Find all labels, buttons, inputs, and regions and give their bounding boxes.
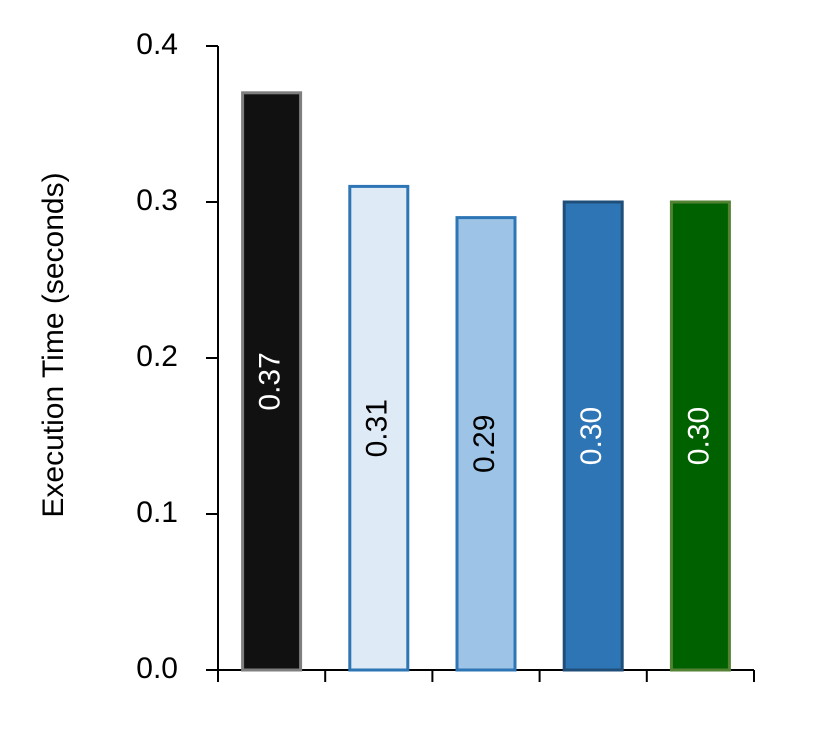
bar xyxy=(669,200,731,672)
bar xyxy=(562,200,624,672)
y-tick-label: 0.2 xyxy=(136,340,178,373)
bar xyxy=(348,184,410,672)
y-tick-label: 0.3 xyxy=(136,184,178,217)
bar xyxy=(241,91,303,672)
value-label: 0.31 xyxy=(361,399,394,457)
value-label: 0.30 xyxy=(575,407,608,465)
y-axis-label: Execution Time (seconds) xyxy=(37,172,70,517)
value-label: 0.29 xyxy=(468,415,501,473)
value-label: 0.30 xyxy=(682,407,715,465)
y-tick-label: 0.1 xyxy=(136,496,178,529)
bar xyxy=(455,216,517,672)
y-tick-label: 0.0 xyxy=(136,652,178,685)
value-label: 0.37 xyxy=(254,352,287,410)
y-tick-label: 0.4 xyxy=(136,28,178,61)
